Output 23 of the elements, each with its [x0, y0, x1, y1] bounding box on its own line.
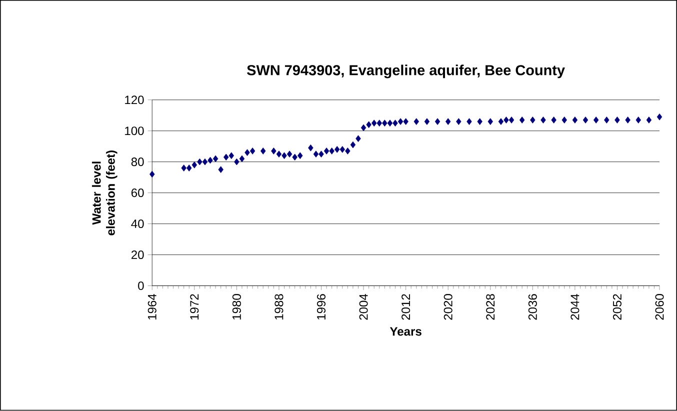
y-tick-label: 120 — [125, 96, 144, 104]
x-tick-label: 1996 — [316, 294, 326, 320]
x-tick-label: 1964 — [148, 294, 156, 320]
y-tick-label: 60 — [131, 188, 144, 198]
y-tick-label: 80 — [131, 158, 144, 166]
x-tick-label: 1980 — [232, 294, 241, 320]
x-tick-label: 1972 — [190, 294, 199, 320]
x-axis-title: Years — [390, 327, 422, 336]
y-tick-label: 100 — [125, 126, 144, 136]
x-tick-label: 2004 — [359, 294, 368, 320]
y-tick-label: 0 — [138, 282, 144, 290]
y-axis-title: Water level elevation (feet) — [92, 150, 118, 236]
y-tick-label: 20 — [131, 250, 144, 260]
x-tick-label: 2044 — [570, 294, 580, 320]
y-tick-label: 40 — [131, 220, 144, 228]
x-tick-label: 2052 — [612, 294, 622, 320]
x-tick-label: 2036 — [528, 294, 537, 320]
x-tick-label: 1988 — [274, 294, 284, 320]
x-tick-label: 2012 — [402, 294, 410, 320]
x-tick-label: 2020 — [444, 294, 452, 320]
x-tick-label: 2028 — [486, 294, 495, 320]
chart-title: SWN 7943903, Evangeline aquifer, Bee County — [247, 64, 565, 78]
x-tick-label: 2060 — [655, 294, 664, 320]
